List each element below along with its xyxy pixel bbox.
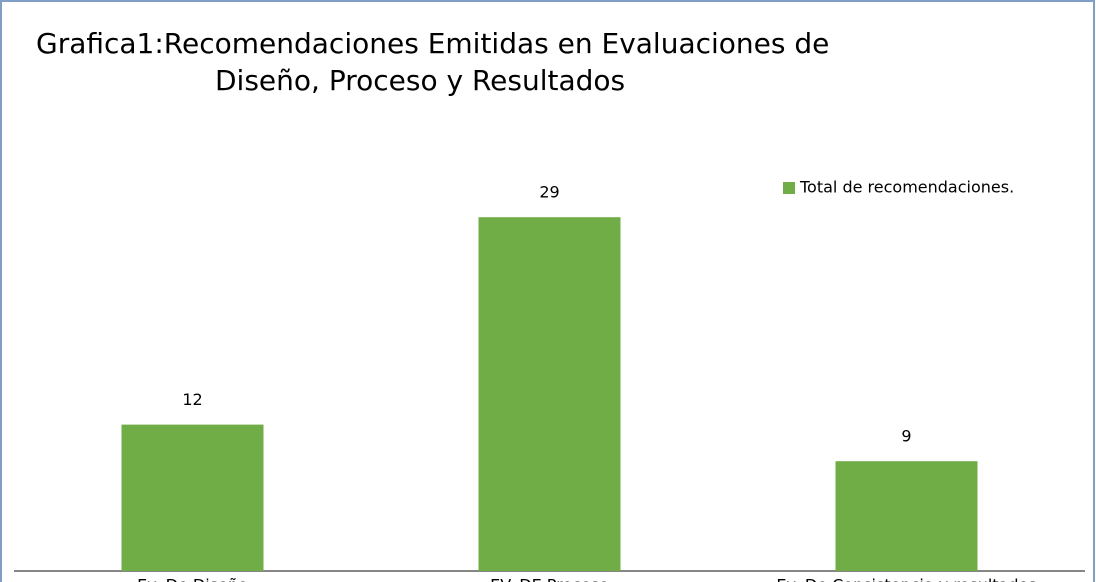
bar bbox=[835, 461, 978, 571]
bar bbox=[478, 217, 621, 571]
data-label: 29 bbox=[539, 183, 559, 202]
bar bbox=[121, 424, 264, 571]
chart-title: Diseño, Proceso y Resultados bbox=[215, 64, 625, 97]
x-tick-label: EV. DE Proceso bbox=[490, 576, 609, 582]
legend-label: Total de recomendaciones. bbox=[799, 178, 1014, 197]
data-label: 9 bbox=[901, 427, 911, 446]
data-label: 12 bbox=[182, 390, 202, 409]
x-tick-label: Ev. De Diseño bbox=[137, 576, 248, 582]
legend-swatch bbox=[783, 182, 795, 194]
x-tick-label: Ev. De Consistencia y resultados bbox=[776, 576, 1036, 582]
chart-title: Grafica1:Recomendaciones Emitidas en Eva… bbox=[36, 27, 829, 60]
